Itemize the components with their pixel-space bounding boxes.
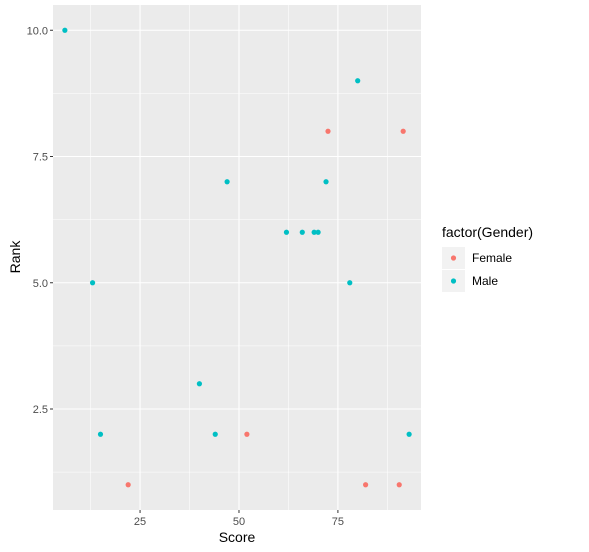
point-female — [244, 431, 250, 437]
plot-panel — [53, 5, 421, 510]
legend-key-female — [450, 255, 457, 261]
x-tick-label: 75 — [332, 516, 344, 528]
legend-label-female: Female — [472, 251, 512, 265]
point-male — [406, 431, 412, 437]
point-male — [315, 229, 321, 235]
legend-title: factor(Gender) — [442, 224, 533, 240]
legend-key-male — [450, 278, 457, 284]
point-female — [325, 128, 331, 134]
point-female — [400, 128, 406, 134]
point-male — [97, 431, 104, 437]
legend-label-male: Male — [472, 274, 498, 288]
data-points — [62, 27, 412, 488]
point-female — [396, 482, 402, 488]
point-male — [347, 280, 353, 286]
point-female — [363, 482, 369, 488]
y-tick-label: 2.5 — [33, 404, 48, 416]
x-axis-ticks: 25 50 75 — [134, 510, 344, 528]
x-tick-label: 25 — [134, 516, 146, 528]
y-axis-ticks: 2.5 5.0 7.5 10.0 — [27, 25, 53, 416]
y-tick-label: 10.0 — [27, 25, 48, 37]
grid — [53, 5, 421, 510]
legend: factor(Gender) Female Male — [442, 224, 533, 292]
point-male — [212, 431, 218, 437]
x-axis-title: Score — [219, 529, 256, 545]
y-tick-label: 7.5 — [33, 152, 48, 164]
point-male — [196, 381, 203, 387]
point-male — [283, 229, 290, 235]
y-tick-label: 5.0 — [33, 278, 48, 290]
point-female — [125, 482, 131, 488]
point-male — [299, 229, 305, 235]
point-male — [323, 179, 329, 185]
point-male — [62, 27, 68, 33]
y-axis-title: Rank — [7, 240, 23, 274]
point-male — [89, 280, 96, 286]
point-male — [311, 229, 317, 235]
point-male — [355, 78, 361, 84]
point-male — [224, 179, 230, 185]
x-tick-label: 50 — [233, 516, 245, 528]
